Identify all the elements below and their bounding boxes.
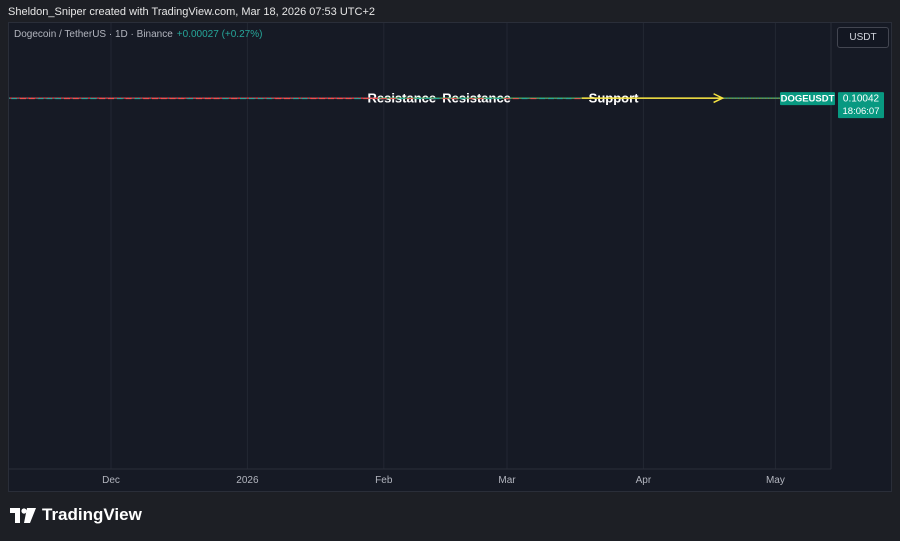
- candle-body: [248, 98, 255, 100]
- candle-body: [240, 98, 246, 100]
- symbol-title: Dogecoin / TetherUS · 1D · Binance: [14, 29, 173, 40]
- candle-body: [134, 98, 141, 100]
- candle-body: [407, 98, 414, 100]
- tradingview-logo-icon: [10, 507, 36, 523]
- candle-body: [108, 98, 114, 100]
- candle-body: [99, 98, 106, 100]
- candle-body: [37, 98, 44, 100]
- candle-body: [28, 98, 35, 100]
- candle-body: [354, 98, 361, 100]
- candle-body: [90, 98, 97, 100]
- candle-body: [301, 98, 308, 100]
- candle-body: [433, 98, 440, 100]
- time-tick-label: Feb: [375, 475, 393, 486]
- candle-body: [152, 98, 158, 100]
- candle-body: [345, 98, 352, 100]
- candle-body: [389, 98, 396, 100]
- candle-body: [495, 98, 502, 100]
- candle-body: [486, 98, 493, 100]
- time-tick-label: Apr: [636, 475, 652, 486]
- candle-body: [504, 98, 510, 100]
- candle-body: [292, 98, 299, 100]
- candle-body: [81, 98, 88, 100]
- candle-body: [460, 98, 466, 100]
- candle-body: [284, 98, 290, 100]
- candle-body: [328, 98, 334, 100]
- candle-body: [231, 98, 238, 100]
- candle-body: [222, 98, 229, 100]
- projection-arrowhead: [713, 93, 725, 104]
- candle-body: [424, 98, 431, 100]
- time-tick-label: Dec: [102, 475, 120, 486]
- candle-body: [204, 98, 211, 100]
- candle-body: [187, 98, 194, 100]
- brand-name: TradingView: [42, 505, 142, 524]
- candle-body: [178, 98, 185, 100]
- candle-body: [363, 98, 370, 100]
- candle-body: [125, 98, 132, 100]
- candle-body: [266, 98, 273, 100]
- time-tick-label: Mar: [498, 475, 516, 486]
- candle-body: [477, 98, 484, 100]
- candle-body: [72, 98, 79, 100]
- candle-body: [143, 98, 150, 100]
- candle-body: [319, 98, 326, 100]
- symbol-badge-label: DOGEUSDT: [781, 94, 835, 105]
- last-price-value: 0.10042: [843, 94, 880, 105]
- candle-countdown: 18:06:07: [843, 106, 880, 117]
- candle-layer: [11, 98, 581, 100]
- candle-body: [539, 98, 546, 100]
- candle-body: [468, 98, 475, 100]
- last-price-badge: [838, 92, 884, 119]
- candle-body: [442, 98, 449, 100]
- candle-body: [11, 98, 18, 100]
- candle-body: [310, 98, 317, 100]
- candle-body: [548, 98, 554, 100]
- candle-body: [20, 98, 26, 100]
- candle-body: [169, 98, 176, 100]
- candle-body: [530, 98, 537, 100]
- candle-body: [213, 98, 220, 100]
- candle-body: [372, 98, 378, 100]
- candle-body: [521, 98, 528, 100]
- candle-body: [380, 98, 387, 100]
- time-tick-label: May: [766, 475, 785, 486]
- candle-body: [336, 98, 343, 100]
- candle-body: [46, 98, 53, 100]
- candle-body: [512, 98, 519, 100]
- symbol-badge: [780, 92, 835, 106]
- candle-body: [451, 98, 458, 100]
- candle-body: [116, 98, 123, 100]
- candle-body: [64, 98, 70, 100]
- candle-body: [196, 98, 202, 100]
- price-change: +0.00027 (+0.27%): [176, 29, 263, 40]
- symbol-legend[interactable]: Dogecoin / TetherUS · 1D · Binance +0.000…: [14, 29, 262, 40]
- candle-body: [574, 98, 581, 100]
- candle-body: [257, 98, 264, 100]
- candle-body: [160, 98, 167, 100]
- time-tick-label: 2026: [236, 475, 259, 486]
- candle-body: [398, 98, 405, 100]
- candle-body: [55, 98, 62, 100]
- projection-layer: [581, 93, 725, 104]
- candle-body: [565, 98, 572, 100]
- candle-body: [416, 98, 422, 100]
- candle-body: [556, 98, 563, 100]
- tradingview-footer[interactable]: TradingView: [10, 505, 142, 525]
- currency-button[interactable]: USDT: [837, 27, 889, 48]
- header-credit: Sheldon_Sniper created with TradingView.…: [8, 6, 375, 18]
- candle-body: [275, 98, 282, 100]
